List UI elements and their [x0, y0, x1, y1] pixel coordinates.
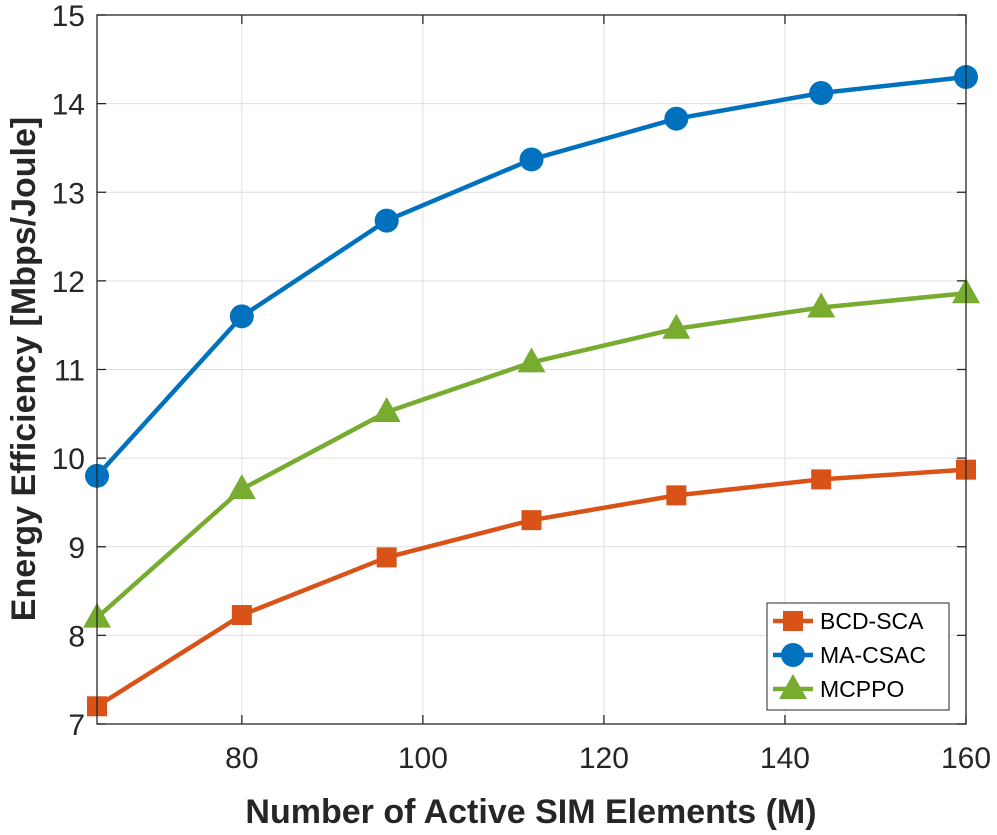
data-point-ma-csac: [519, 147, 544, 172]
legend-item-ma-csac: MA-CSAC: [773, 642, 926, 668]
axis-ticks: 7 8 9 10 11 12 13 14 15 80 100 120 140 160: [52, 0, 991, 775]
y-tick-label: 15: [52, 0, 85, 33]
legend: BCD-SCA MA-CSAC MCPPO: [766, 602, 950, 711]
data-point-mcppo: [372, 397, 401, 423]
legend-label-mcppo: MCPPO: [820, 676, 904, 702]
y-tick-label: 12: [52, 266, 85, 299]
data-point-mcppo: [517, 347, 546, 373]
data-point-bcd-sca: [376, 547, 397, 568]
legend-marker-bcd-sca: [783, 611, 803, 631]
x-axis-title: Number of Active SIM Elements (M): [245, 793, 816, 831]
data-point-bcd-sca: [811, 469, 832, 490]
legend-item-mcppo: MCPPO: [773, 674, 904, 702]
legend-marker-mcppo: [779, 674, 807, 699]
y-tick-label: 13: [52, 177, 85, 210]
x-tick-label: 80: [225, 742, 258, 775]
legend-label-bcd-sca: BCD-SCA: [820, 608, 924, 634]
data-series: [83, 65, 980, 717]
data-point-ma-csac: [809, 80, 834, 105]
y-tick-label: 11: [54, 355, 85, 388]
data-point-ma-csac: [664, 106, 689, 131]
x-tick-label: 120: [579, 742, 629, 775]
data-point-mcppo: [807, 292, 836, 318]
legend-marker-ma-csac: [781, 643, 805, 667]
y-tick-label: 10: [52, 443, 85, 476]
data-point-bcd-sca: [666, 485, 687, 506]
y-tick-label: 7: [68, 709, 85, 742]
y-tick-label: 14: [52, 89, 85, 122]
data-point-ma-csac: [229, 304, 254, 329]
y-tick-label: 9: [68, 532, 85, 565]
x-tick-label: 100: [398, 742, 448, 775]
data-point-mcppo: [227, 474, 256, 500]
y-axis-title: Energy Efficiency [Mbps/Joule]: [5, 117, 43, 621]
data-point-bcd-sca: [231, 604, 252, 625]
legend-label-ma-csac: MA-CSAC: [820, 642, 926, 668]
x-tick-label: 160: [941, 742, 991, 775]
data-point-ma-csac: [374, 208, 399, 233]
data-point-mcppo: [662, 313, 691, 339]
legend-item-bcd-sca: BCD-SCA: [773, 608, 924, 634]
data-point-bcd-sca: [521, 510, 542, 531]
y-tick-label: 8: [68, 620, 85, 653]
x-tick-label: 140: [760, 742, 810, 775]
